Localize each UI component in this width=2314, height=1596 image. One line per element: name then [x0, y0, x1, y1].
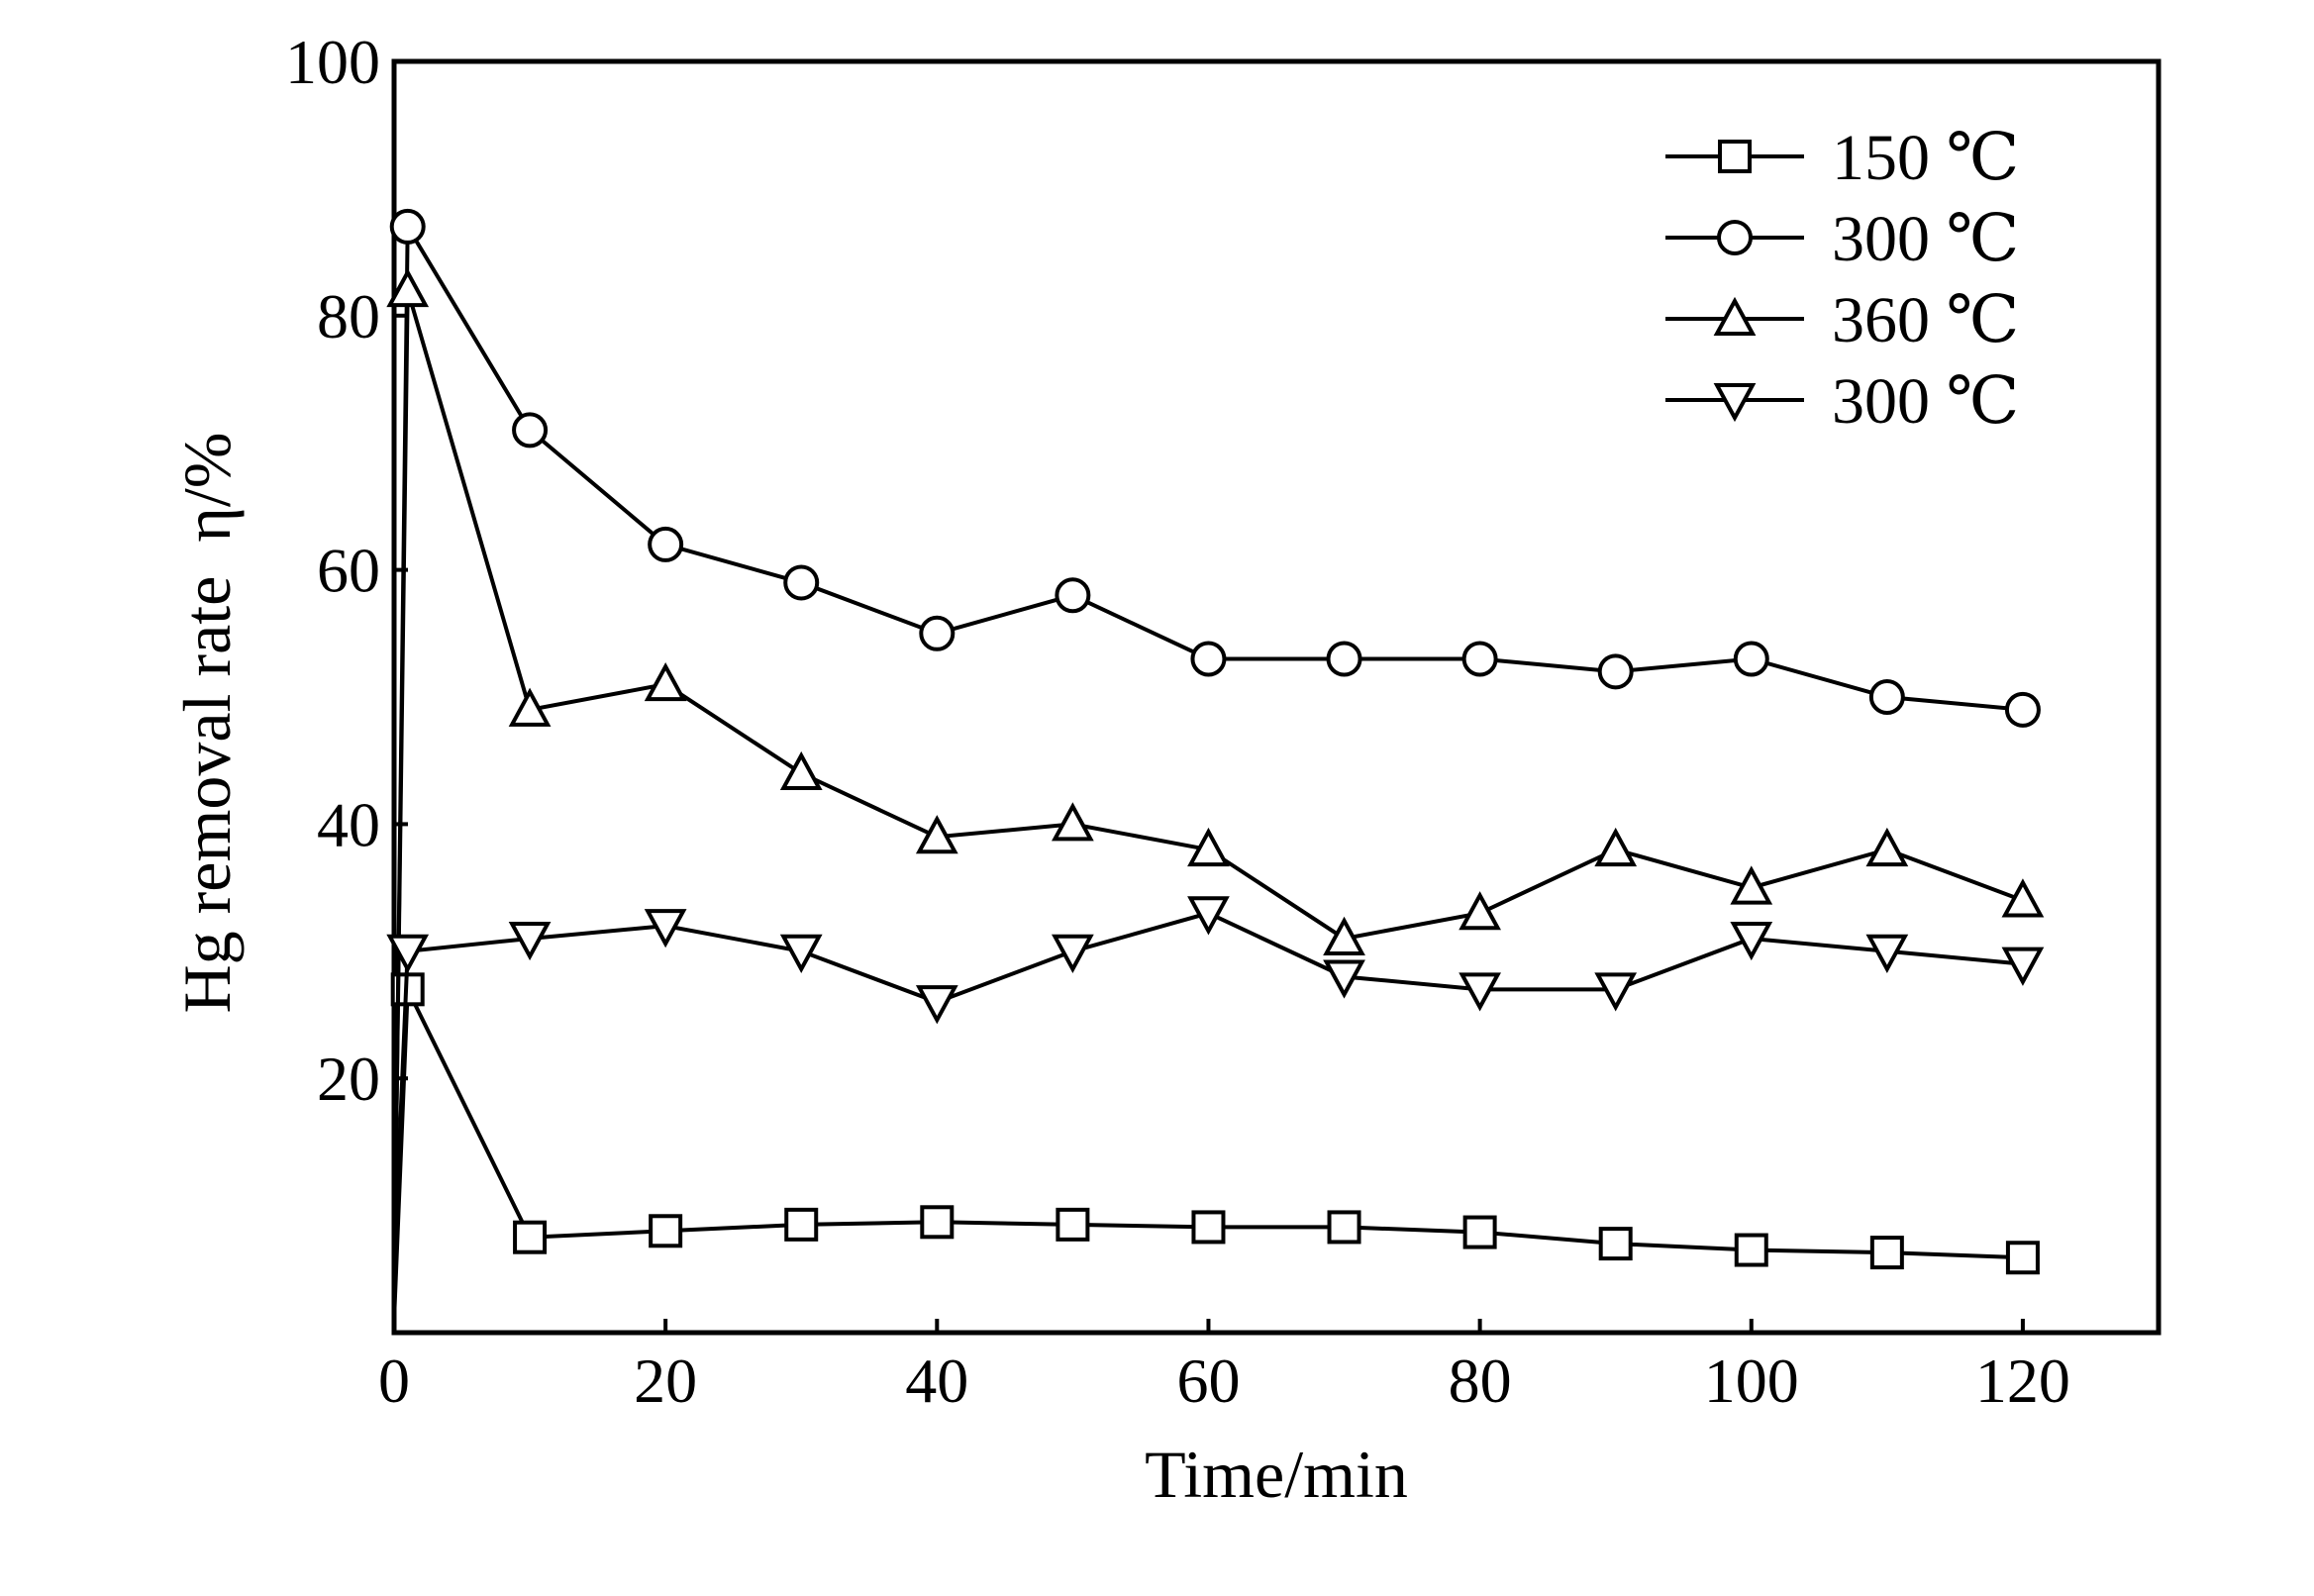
- series-3: [386, 267, 2045, 1295]
- data-point: [1323, 959, 1365, 999]
- data-point: [915, 815, 958, 854]
- data-point: [1733, 641, 1769, 677]
- legend-marker: [1713, 383, 1757, 423]
- data-point: [2004, 691, 2041, 728]
- data-point: [1597, 653, 1634, 690]
- legend-entry: 360 ℃: [1665, 284, 2019, 356]
- x-axis-label: Time/min: [1145, 1437, 1408, 1512]
- data-point: [1868, 679, 1905, 715]
- data-point: [2005, 1241, 2040, 1275]
- data-point: [1323, 916, 1365, 955]
- y-tick-label: 100: [285, 27, 380, 97]
- x-tick-label: 40: [905, 1346, 968, 1416]
- data-point: [644, 909, 687, 948]
- legend: 150 ℃ 300 ℃ 360 ℃ 300 ℃: [1665, 122, 2019, 438]
- data-point: [1461, 641, 1498, 677]
- data-point: [386, 267, 430, 308]
- data-point: [513, 1220, 548, 1254]
- data-point: [1191, 1210, 1226, 1245]
- x-tick-label: 100: [1704, 1346, 1799, 1416]
- y-tick-label: 60: [317, 536, 380, 606]
- data-point: [2001, 947, 2045, 986]
- data-point: [1730, 865, 1773, 905]
- plot-frame: [391, 58, 2162, 1336]
- data-point: [508, 687, 552, 727]
- legend-marker: [1717, 220, 1753, 255]
- legend-label: 300 ℃: [1832, 203, 2019, 275]
- x-tick-label: 60: [1176, 1346, 1240, 1416]
- x-tick-label: 0: [378, 1346, 410, 1416]
- y-axis-label: Hg removal rate η/%: [169, 433, 245, 1014]
- y-tick-label: 40: [317, 789, 380, 859]
- data-point: [1462, 1215, 1497, 1249]
- x-tick-label: 80: [1449, 1346, 1512, 1416]
- legend-label: 300 ℃: [1832, 365, 2019, 438]
- data-point: [649, 1214, 683, 1248]
- data-point: [1865, 934, 1909, 973]
- data-point: [779, 934, 823, 973]
- data-point: [2001, 878, 2045, 918]
- data-point: [386, 934, 430, 973]
- data-point: [783, 564, 820, 601]
- data-point: [920, 1205, 955, 1240]
- data-point: [784, 1207, 819, 1242]
- data-point: [389, 208, 426, 245]
- data-point: [1326, 641, 1362, 677]
- legend-entry: 300 ℃: [1665, 365, 2019, 438]
- series-line: [392, 911, 2024, 1269]
- data-point: [1187, 896, 1230, 936]
- series-line: [392, 289, 2024, 1295]
- data-point: [1734, 1233, 1768, 1267]
- x-tick-label: 120: [1975, 1346, 2070, 1416]
- series-line: [392, 219, 2024, 1308]
- data-point: [648, 526, 684, 562]
- legend-marker: [1718, 140, 1752, 173]
- series-layer: [386, 208, 2045, 1321]
- data-point: [1459, 891, 1501, 931]
- data-point: [644, 661, 687, 702]
- x-axis-ticks: 0 20 40 60 80 100 120: [378, 1319, 2070, 1416]
- data-point: [1865, 827, 1909, 867]
- series-4: [386, 896, 2045, 1269]
- series-line: [392, 988, 2023, 1321]
- y-tick-label: 80: [317, 281, 380, 351]
- data-point: [919, 615, 956, 651]
- data-point: [1190, 641, 1227, 677]
- data-point: [512, 412, 549, 449]
- legend-marker: [1713, 296, 1757, 336]
- data-point: [1594, 827, 1638, 867]
- data-point: [915, 985, 958, 1025]
- legend-entry: 300 ℃: [1665, 203, 2019, 275]
- data-point: [1459, 972, 1501, 1012]
- data-point: [1052, 802, 1094, 842]
- legend-label: 150 ℃: [1832, 122, 2019, 194]
- x-tick-label: 20: [634, 1346, 697, 1416]
- series-2: [389, 208, 2041, 1308]
- data-point: [1869, 1236, 1904, 1270]
- legend-entry: 150 ℃: [1665, 122, 2019, 194]
- data-point: [1594, 972, 1638, 1012]
- data-point: [1056, 1207, 1090, 1242]
- y-axis-ticks: 20 40 60 80 100: [285, 27, 408, 1114]
- data-point: [508, 921, 552, 961]
- legend-label: 360 ℃: [1832, 284, 2019, 356]
- data-point: [1052, 934, 1094, 973]
- data-point: [779, 750, 823, 791]
- y-tick-label: 20: [317, 1044, 380, 1114]
- series-1: [390, 972, 2040, 1321]
- data-point: [1055, 577, 1091, 614]
- data-point: [1327, 1210, 1361, 1245]
- data-point: [1187, 827, 1230, 867]
- data-point: [1598, 1227, 1633, 1261]
- data-point: [1730, 921, 1773, 961]
